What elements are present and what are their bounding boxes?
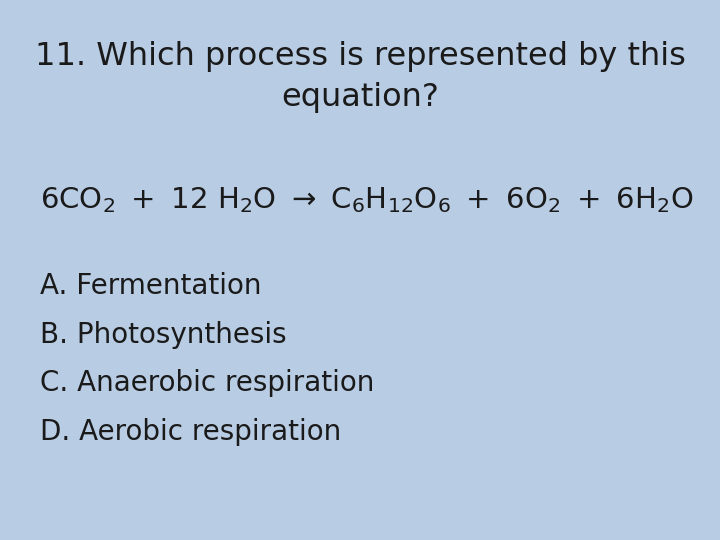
Text: 11. Which process is represented by this: 11. Which process is represented by this (35, 41, 685, 72)
Text: A. Fermentation: A. Fermentation (40, 272, 261, 300)
Text: C. Anaerobic respiration: C. Anaerobic respiration (40, 369, 374, 397)
Text: equation?: equation? (281, 82, 439, 113)
Text: D. Aerobic respiration: D. Aerobic respiration (40, 418, 341, 446)
Text: $\mathregular{6CO_2\ +\ 12\ H_2O\ \rightarrow\ C_6H_{12}O_6\ +\ 6O_2\ +\ 6H_2O}$: $\mathregular{6CO_2\ +\ 12\ H_2O\ \right… (40, 185, 693, 215)
Text: B. Photosynthesis: B. Photosynthesis (40, 321, 287, 349)
